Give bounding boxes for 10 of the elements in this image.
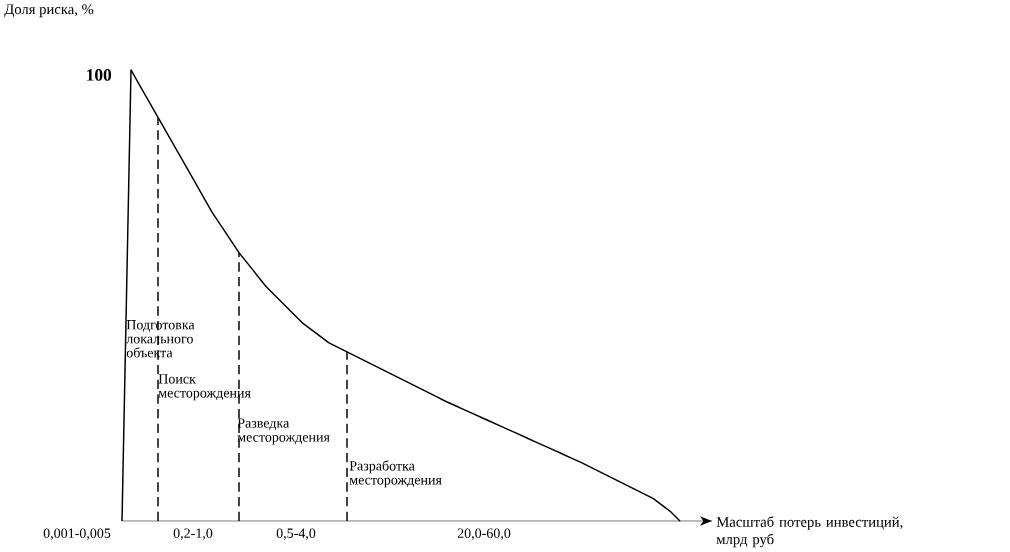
text: 0,2-1,0 <box>173 528 213 540</box>
x-axis-title: Масштаб потерь инвестиций, млрд руб <box>716 516 903 548</box>
text: 0,5-4,0 <box>276 528 316 540</box>
text: 0,001-0,005 <box>43 528 111 540</box>
annotation: Поиск месторождения <box>158 374 251 401</box>
y-axis-title: Доля риска, % <box>4 4 94 18</box>
annotation: Разработка месторождения <box>349 460 442 488</box>
text: 20,0-60,0 <box>457 528 511 540</box>
annotation: Разведка месторождения <box>237 418 330 445</box>
text: 100 <box>87 69 112 81</box>
